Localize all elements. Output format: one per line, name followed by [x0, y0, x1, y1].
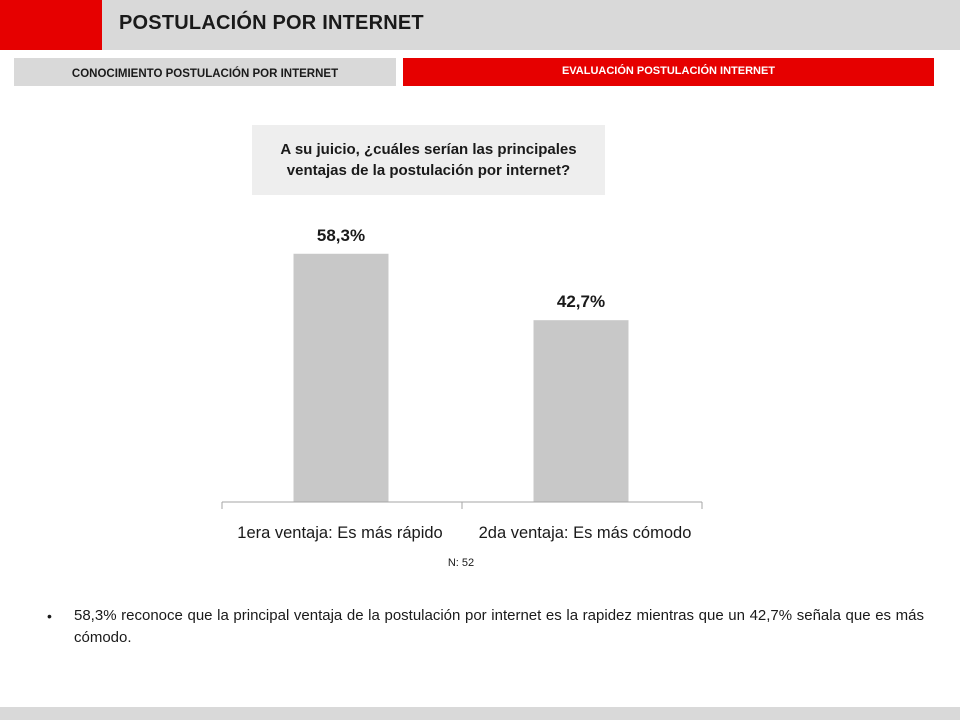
category-label-1: 1era ventaja: Es más rápido [237, 524, 442, 542]
header-accent-block [0, 0, 102, 50]
category-label-2: 2da ventaja: Es más cómodo [479, 524, 692, 542]
summary-bullet: • 58,3% reconoce que la principal ventaj… [47, 605, 924, 649]
tab-evaluacion[interactable]: EVALUACIÓN POSTULACIÓN INTERNET [403, 58, 934, 86]
data-label-1: 58,3% [317, 226, 365, 245]
question-box: A su juicio, ¿cuáles serían las principa… [252, 125, 605, 195]
page-title: POSTULACIÓN POR INTERNET [119, 12, 424, 34]
tab-conocimiento[interactable]: CONOCIMIENTO POSTULACIÓN POR INTERNET [14, 58, 396, 86]
summary-text: 58,3% reconoce que la principal ventaja … [74, 607, 924, 646]
bullet-icon: • [47, 608, 52, 624]
data-label-2: 42,7% [557, 292, 605, 311]
question-text: A su juicio, ¿cuáles serían las principa… [280, 141, 577, 179]
header-bar [0, 0, 960, 50]
sample-size-note: N: 52 [447, 557, 475, 569]
footer-bar [0, 707, 960, 720]
bar-1 [293, 253, 389, 502]
bar-2 [533, 320, 629, 502]
